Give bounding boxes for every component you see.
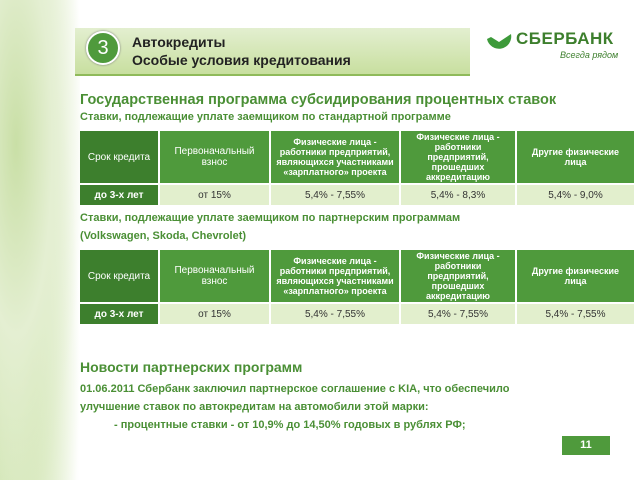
column-header: Физические лица - работники предприятий,… <box>401 131 515 183</box>
section-number: 3 <box>86 31 120 65</box>
news-line: улучшение ставок по автокредитам на авто… <box>80 401 429 413</box>
cell: 5,4% - 9,0% <box>517 185 634 205</box>
page-number: 11 <box>562 436 610 455</box>
news-title: Новости партнерских программ <box>80 359 303 375</box>
header-bar <box>75 28 470 76</box>
rates-table: Срок кредита Первоначальный взнос Физическ… <box>78 129 636 207</box>
header-row: Срок кредита Первоначальный взнос Физическ… <box>80 250 634 302</box>
column-header: Первоначальный взнос <box>160 131 269 183</box>
heading: Государственная программа субсидирования… <box>80 92 557 108</box>
cell: от 15% <box>160 185 269 205</box>
logo-name: СБЕРБАНК <box>516 29 614 48</box>
news-line: 01.06.2011 Сбербанк заключил партнерское… <box>80 383 510 395</box>
header-row: Срок кредита Первоначальный взнос Физическ… <box>80 131 634 183</box>
logo-slogan: Всегда рядом <box>560 50 619 60</box>
column-header: Физические лица - работники предприятий,… <box>271 250 399 302</box>
column-header: Физические лица - работники предприятий,… <box>401 250 515 302</box>
header-title: Особые условия кредитования <box>132 52 351 68</box>
caption: Ставки, подлежащие уплате заемщиком по п… <box>80 212 461 224</box>
column-header: Срок кредита <box>80 250 158 302</box>
column-header: Другие физические лица <box>517 131 634 183</box>
cell: 5,4% - 7,55% <box>271 304 399 324</box>
cell: 5,4% - 7,55% <box>517 304 634 324</box>
column-header: Первоначальный взнос <box>160 250 269 302</box>
cell: 5,4% - 8,3% <box>401 185 515 205</box>
cell: до 3-х лет <box>80 304 158 324</box>
data-row: до 3-х лет от 15% 5,4% - 7,55% 5,4% - 7,55%… <box>80 304 634 324</box>
cell: 5,4% - 7,55% <box>401 304 515 324</box>
cell: 5,4% - 7,55% <box>271 185 399 205</box>
column-header: Срок кредита <box>80 131 158 183</box>
background-decor <box>0 0 80 480</box>
cell: от 15% <box>160 304 269 324</box>
column-header: Другие физические лица <box>517 250 634 302</box>
data-row: до 3-х лет от 15% 5,4% - 7,55% 5,4% - 8,3% 5… <box>80 185 634 205</box>
caption: (Volkswagen, Skoda, Chevrolet) <box>80 230 247 242</box>
logo-icon <box>487 31 512 49</box>
header-title: Автокредиты <box>132 34 226 50</box>
cell: до 3-х лет <box>80 185 158 205</box>
rates-table: Срок кредита Первоначальный взнос Физическ… <box>78 248 636 326</box>
column-header: Физические лица - работники предприятий,… <box>271 131 399 183</box>
caption: Ставки, подлежащие уплате заемщиком по с… <box>80 111 451 123</box>
news-line: - процентные ставки - от 10,9% до 14,50%… <box>114 419 466 431</box>
